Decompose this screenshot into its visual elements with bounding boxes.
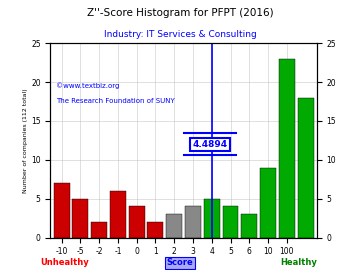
Bar (298, 98, 314, 238)
Bar (72, 199, 89, 238)
Y-axis label: Number of companies (112 total): Number of companies (112 total) (23, 88, 28, 193)
Text: Z''-Score Histogram for PFPT (2016): Z''-Score Histogram for PFPT (2016) (87, 8, 273, 18)
Bar (91, 222, 107, 238)
Text: Industry: IT Services & Consulting: Industry: IT Services & Consulting (104, 30, 256, 39)
Text: The Research Foundation of SUNY: The Research Foundation of SUNY (56, 98, 175, 104)
Bar (185, 207, 201, 238)
Text: Unhealthy: Unhealthy (40, 258, 89, 267)
Text: ©www.textbiz.org: ©www.textbiz.org (56, 82, 119, 89)
Bar (129, 207, 145, 238)
Bar (54, 183, 69, 238)
Bar (222, 207, 238, 238)
Bar (148, 222, 163, 238)
Bar (204, 199, 220, 238)
Bar (279, 59, 295, 238)
Bar (166, 214, 182, 238)
Text: Score: Score (167, 258, 193, 267)
Bar (260, 168, 276, 238)
Text: Healthy: Healthy (280, 258, 317, 267)
Text: 4.4894: 4.4894 (192, 140, 228, 149)
Bar (241, 214, 257, 238)
Bar (110, 191, 126, 238)
